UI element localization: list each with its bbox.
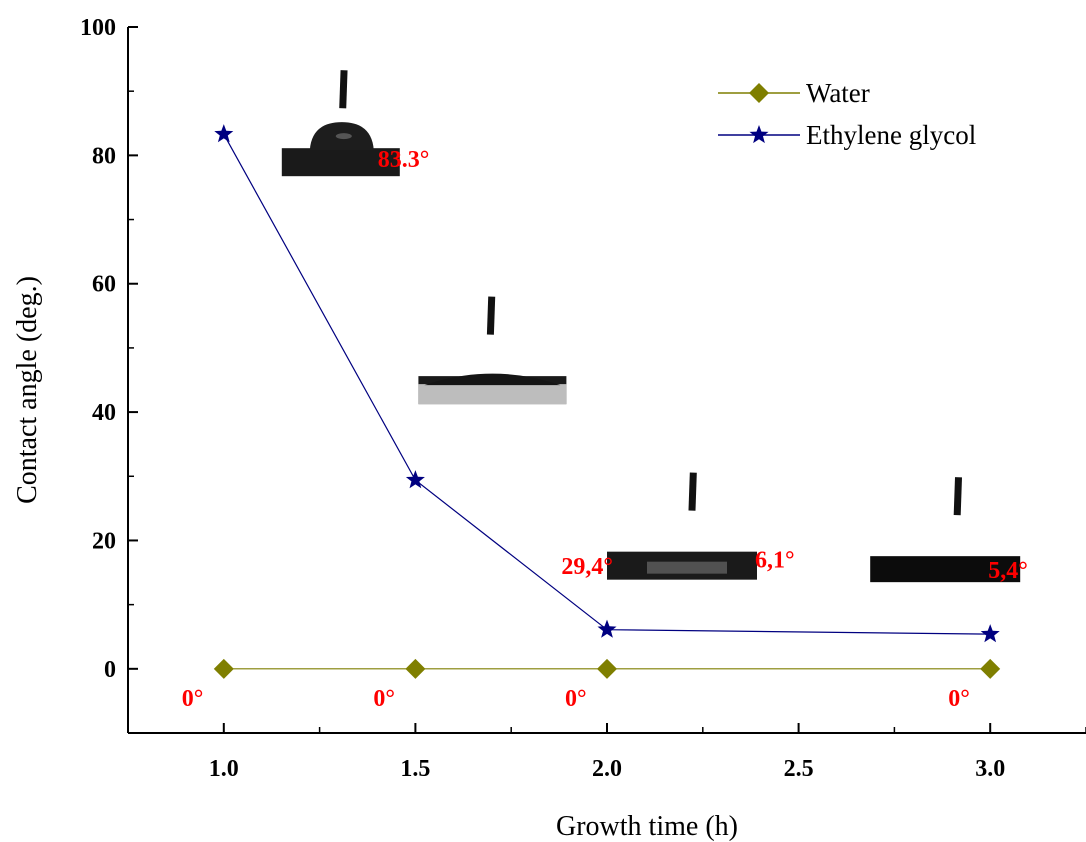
water-angle-label: 0°: [373, 686, 395, 712]
water-angle-label: 0°: [182, 686, 204, 712]
annotation-layer: 83.3° 29,4° 6,1° 5,4° 0° 0° 0° 0°: [182, 147, 1028, 712]
water-point: [213, 658, 234, 679]
substrate-shape: [281, 148, 400, 177]
legend-label: Ethylene glycol: [806, 120, 976, 150]
reflection-shape: [647, 561, 727, 574]
legend-diamond-marker: [749, 83, 769, 103]
droplet-photo: [418, 296, 567, 405]
water-point: [597, 658, 617, 679]
needle-shape: [486, 296, 496, 335]
needle-shape: [953, 477, 963, 516]
x-tick-label: 1.0: [209, 756, 239, 782]
legend-star-marker: [749, 125, 769, 144]
y-axis-title: Contact angle (deg.): [12, 276, 43, 504]
axes: 0 20 40 60 80 100 1.0 1.5 2.0 2.5 3.0 Growth time (…: [12, 15, 1086, 842]
glycol-point: [405, 470, 425, 489]
y-tick-label: 40: [92, 400, 116, 426]
droplet-photo: [607, 472, 757, 580]
substrate-light: [418, 384, 567, 405]
droplet-photo: [870, 477, 1021, 583]
series-line: [223, 133, 991, 635]
x-axis-title: Growth time (h): [556, 811, 738, 842]
x-tick-label: 1.5: [400, 756, 430, 782]
droplet-photo: [281, 70, 400, 177]
legend-label: Water: [806, 78, 870, 108]
droplet-shape: [424, 373, 561, 386]
series-layer: [213, 124, 1001, 679]
glycol-angle-label: 6,1°: [755, 548, 795, 574]
x-tick-label: 3.0: [975, 756, 1005, 782]
droplet-highlight: [335, 133, 352, 140]
legend: Water Ethylene glycol: [718, 78, 976, 150]
x-tick-label: 2.0: [592, 756, 622, 782]
droplet-insets: [281, 70, 1021, 583]
y-tick-label: 100: [80, 15, 116, 41]
y-tick-label: 0: [104, 657, 116, 683]
needle-shape: [339, 70, 348, 109]
x-tick-label: 2.5: [784, 756, 814, 782]
glycol-point: [214, 124, 234, 143]
water-point: [405, 658, 426, 679]
glycol-angle-label: 29,4°: [561, 554, 613, 580]
y-tick-label: 20: [92, 528, 116, 554]
needle-shape: [688, 472, 697, 511]
glycol-point: [980, 624, 1000, 643]
glycol-angle-label: 83.3°: [378, 147, 430, 173]
water-angle-label: 0°: [565, 686, 587, 712]
water-point: [980, 658, 1001, 679]
water-angle-label: 0°: [948, 686, 970, 712]
y-tick-label: 80: [92, 143, 116, 169]
substrate-shape: [870, 556, 1021, 583]
glycol-angle-label: 5,4°: [988, 558, 1028, 584]
glycol-point: [597, 619, 617, 638]
y-tick-label: 60: [92, 272, 116, 298]
